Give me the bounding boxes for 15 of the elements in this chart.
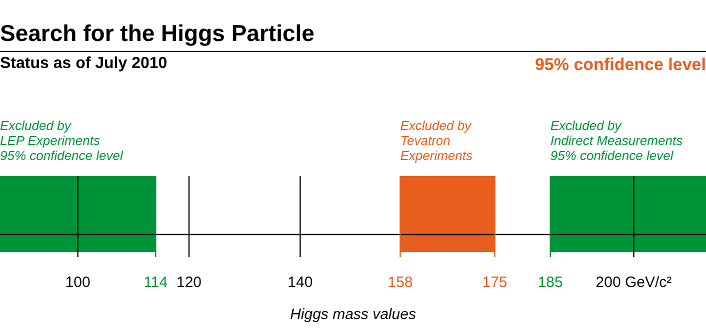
x-tick-label: 200 GeV/c² — [596, 274, 672, 292]
chart-subtitle: Status as of July 2010 — [0, 55, 168, 73]
x-tick-label: 114 — [144, 274, 168, 292]
chart-title: Search for the Higgs Particle — [0, 20, 314, 47]
series-label: Excluded by LEP Experiments 95% confidence level — [0, 118, 124, 163]
x-tick-label: 140 — [288, 274, 313, 292]
series-label: Excluded by Indirect Measurements 95% confidence level — [550, 118, 684, 163]
x-axis-title: Higgs mass values — [290, 306, 416, 324]
x-tick-label: 120 — [176, 274, 202, 292]
series-label: Excluded by Tevatron Experiments — [400, 118, 473, 163]
x-tick-label: 185 — [538, 274, 563, 292]
x-tick-label: 158 — [388, 274, 413, 292]
text: 95% confidence level — [534, 55, 706, 75]
x-tick-label: 175 — [482, 274, 508, 292]
x-tick-label: 100 — [65, 274, 90, 292]
